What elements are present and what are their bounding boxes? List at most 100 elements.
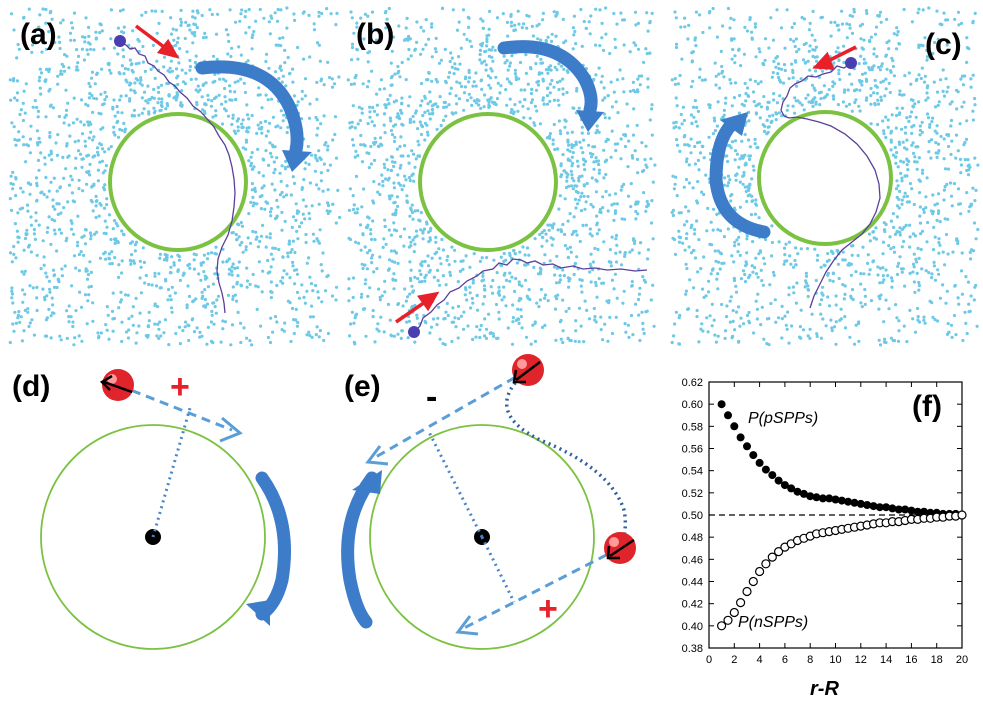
particle-dot xyxy=(203,288,207,292)
particle-dot xyxy=(291,175,295,179)
particle-dot xyxy=(116,52,120,56)
particle-dot xyxy=(317,335,321,339)
particle-dot xyxy=(96,153,100,157)
particle-dot xyxy=(111,329,115,333)
particle-dot xyxy=(37,25,41,29)
particle-dot xyxy=(245,129,249,133)
dashed-arrow-e1 xyxy=(365,368,529,466)
particle-dot xyxy=(224,100,228,104)
particle-dot xyxy=(212,322,216,326)
particle-dot xyxy=(120,64,124,68)
particle-dot xyxy=(19,108,23,112)
particle-dot xyxy=(97,334,101,339)
particle-dot xyxy=(278,171,282,175)
particle-dot xyxy=(338,215,342,220)
particle-dot xyxy=(253,186,257,190)
particle-dot xyxy=(230,269,234,274)
particle-dot xyxy=(9,12,14,16)
particle-dot xyxy=(292,94,296,98)
particle-dot xyxy=(51,198,55,202)
particle-dot xyxy=(322,162,326,166)
particle-dot xyxy=(43,298,47,302)
particle-dot xyxy=(317,43,321,47)
particle-dot xyxy=(188,28,192,32)
particle-dot xyxy=(257,127,261,131)
particle-dot xyxy=(120,339,124,344)
particle-dot xyxy=(133,249,137,253)
particle-dot xyxy=(170,285,174,289)
particle-dot xyxy=(279,109,283,113)
particle-dot xyxy=(332,82,337,86)
particle-dot xyxy=(230,265,234,269)
particle-dot xyxy=(300,89,304,93)
particle-dot xyxy=(318,228,322,232)
particle-dot xyxy=(125,330,129,334)
particle-dot xyxy=(312,239,316,243)
particle-dot xyxy=(130,314,134,318)
particle-dot xyxy=(273,246,277,250)
particle-dot xyxy=(242,326,246,330)
particle-dot xyxy=(47,215,51,219)
particle-dot xyxy=(192,252,196,256)
particle-dot xyxy=(314,156,318,160)
particle-dot xyxy=(187,294,192,298)
particle-dot xyxy=(157,90,161,94)
particle-dot xyxy=(119,94,123,98)
sphere-particle-e2 xyxy=(604,532,636,564)
x-axis-title: r-R xyxy=(810,678,839,700)
particle-dot xyxy=(237,45,241,49)
particle-dot xyxy=(144,99,148,103)
particle-dot xyxy=(31,286,35,290)
particle-dot xyxy=(258,195,262,199)
data-point-pspps xyxy=(724,411,732,420)
particle-dot xyxy=(143,281,147,285)
particle-dot xyxy=(79,250,83,254)
particle-dot xyxy=(119,290,123,294)
particle-dot xyxy=(77,252,81,257)
particle-dot xyxy=(94,36,98,40)
y-tick-label: 0.50 xyxy=(682,510,703,522)
particle-dot xyxy=(259,121,263,125)
particle-dot xyxy=(187,324,191,328)
particle-dot xyxy=(59,338,63,342)
particle-dot xyxy=(70,191,74,195)
particle-dot xyxy=(69,227,74,231)
particle-dot xyxy=(326,201,330,205)
particle-dot xyxy=(69,219,73,223)
particle-dot xyxy=(256,147,260,151)
particle-dot xyxy=(268,340,273,345)
particle-dot xyxy=(174,28,178,32)
particle-dot xyxy=(266,98,270,102)
particle-dot xyxy=(168,70,172,74)
particle-dot xyxy=(134,62,138,66)
particle-dot xyxy=(112,130,116,134)
particle-dot xyxy=(259,234,264,238)
particle-dot xyxy=(17,138,21,142)
data-point-pspps xyxy=(755,458,764,467)
particle-dot xyxy=(38,86,42,90)
particle-dot xyxy=(10,292,14,296)
particle-dot xyxy=(233,90,237,94)
particle-dot xyxy=(315,183,319,187)
particle-dot xyxy=(9,98,13,102)
particle-dot xyxy=(58,72,63,76)
particle-dot xyxy=(95,97,99,101)
particle-dot xyxy=(134,296,138,300)
particle-dot xyxy=(153,9,158,13)
particle-dot xyxy=(117,306,121,310)
particle-dot xyxy=(36,33,41,38)
particle-dot xyxy=(305,261,309,265)
particle-dot xyxy=(296,45,300,50)
particle-dot xyxy=(72,96,76,100)
particle-dot xyxy=(214,311,218,315)
particle-dot xyxy=(82,123,86,127)
particle-dot xyxy=(221,260,225,264)
particle-dot xyxy=(91,138,95,142)
particle-dot xyxy=(264,93,268,97)
particle-dot xyxy=(23,308,27,312)
particle-dot xyxy=(320,11,324,16)
particle-dot xyxy=(133,81,137,85)
particle-dot xyxy=(92,48,96,52)
particle-dot xyxy=(200,13,204,18)
particle-dot xyxy=(267,20,271,24)
